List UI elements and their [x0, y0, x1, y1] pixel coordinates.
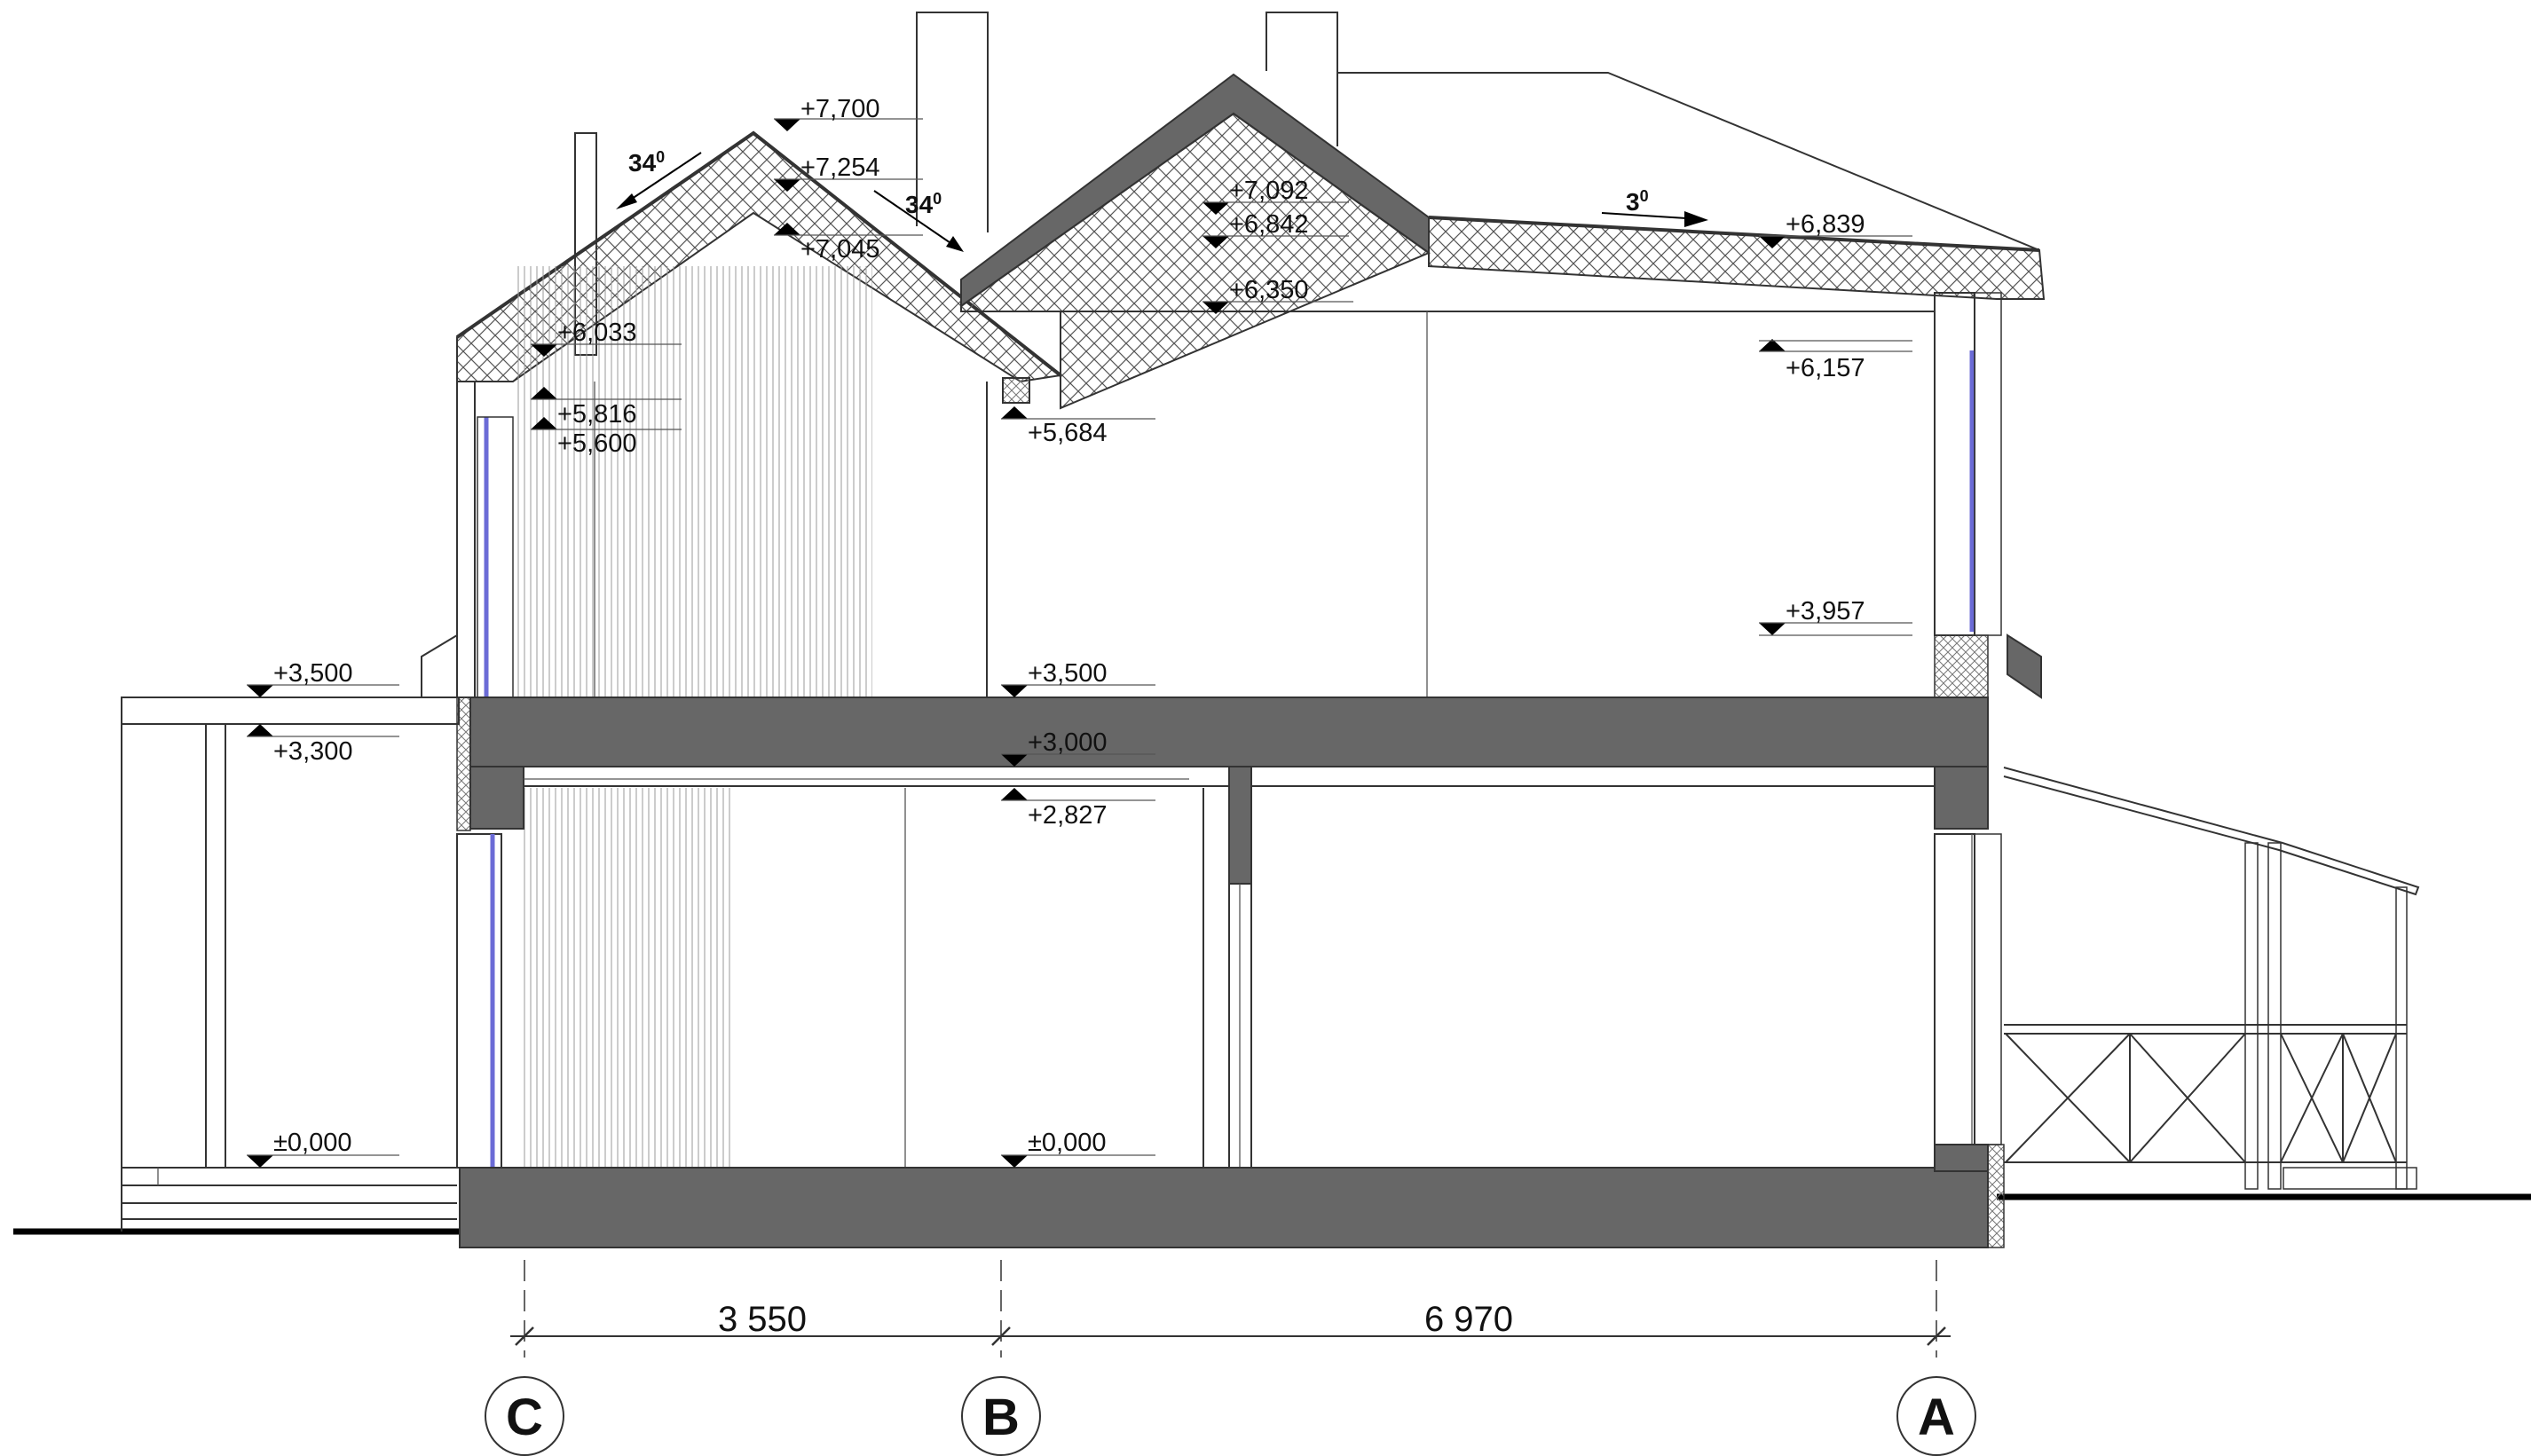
slope-left: 340	[616, 148, 702, 209]
level-label: +3,000	[1028, 728, 1108, 757]
right-terrace	[2003, 767, 2420, 1190]
floor-slab-upper	[456, 697, 1989, 885]
level-marker-5816: +5,816	[531, 387, 682, 429]
level-label: +5,684	[1028, 419, 1108, 447]
dimension-b-a: 6 970	[1424, 1300, 1513, 1339]
level-label: +5,816	[557, 400, 637, 429]
level-marker-6842: +6,842	[1202, 210, 1349, 248]
level-marker-5684: +5,684	[1001, 406, 1155, 447]
axis-b: B	[961, 1376, 1041, 1456]
level-marker-7254: +7,254	[774, 153, 923, 192]
level-label: +6,350	[1229, 276, 1309, 304]
level-label: +3,957	[1786, 597, 1865, 626]
level-marker-0000-left: ±0,000	[247, 1129, 399, 1168]
stair-paneling-lower	[524, 788, 732, 1168]
level-label: +7,045	[800, 235, 880, 264]
level-label: +3,300	[273, 737, 353, 766]
level-label: +7,254	[800, 153, 880, 182]
slope-left-value: 340	[628, 148, 665, 177]
level-label: +6,033	[557, 319, 637, 347]
slope-right: 340	[873, 190, 964, 252]
level-marker-0000-center: ±0,000	[1001, 1129, 1155, 1168]
axis-a-label: A	[1918, 1389, 1955, 1446]
background-roof-outline	[1337, 72, 2040, 251]
level-label: +3,500	[273, 659, 353, 688]
dimension-line: 3 550 6 970	[510, 1260, 1951, 1358]
low-slope-roof	[1428, 216, 2046, 300]
axis-c-label: C	[506, 1389, 543, 1446]
level-marker-6350: +6,350	[1202, 276, 1353, 314]
level-label: +7,092	[1229, 177, 1309, 205]
level-markers: +7,700 +7,254 +7,045 +7,092 +6,842 +6,83…	[247, 95, 1912, 1168]
level-marker-3000: +3,000	[1001, 728, 1155, 767]
level-label: +3,500	[1028, 659, 1108, 688]
axis-c: C	[485, 1376, 564, 1456]
foundation-slab	[459, 1144, 2005, 1248]
level-label: +6,842	[1229, 210, 1309, 239]
dimension-c-b: 3 550	[718, 1300, 807, 1339]
slope-right-value: 340	[905, 190, 942, 218]
level-marker-7045: +7,045	[774, 223, 923, 264]
level-marker-3500-center: +3,500	[1001, 659, 1155, 697]
level-marker-2827: +2,827	[1001, 788, 1155, 830]
level-marker-3300: +3,300	[247, 724, 399, 766]
level-marker-7092: +7,092	[1202, 177, 1349, 215]
level-label: ±0,000	[273, 1129, 352, 1157]
level-marker-3957: +3,957	[1759, 597, 1912, 636]
stair-paneling-upper	[513, 266, 872, 697]
level-marker-6033: +6,033	[531, 319, 682, 357]
level-marker-3500-left: +3,500	[247, 659, 399, 697]
level-marker-6839: +6,839	[1759, 210, 1912, 248]
level-label: +2,827	[1028, 801, 1108, 830]
left-porch	[121, 697, 460, 1232]
axis-bubbles: C B A	[485, 1376, 1976, 1456]
slope-low-value: 30	[1626, 187, 1649, 216]
axis-b-label: B	[982, 1389, 1020, 1446]
level-label: +6,839	[1786, 210, 1865, 239]
level-marker-5600: +5,600	[531, 417, 682, 458]
level-marker-7700: +7,700	[774, 95, 923, 131]
level-label: +5,600	[557, 429, 637, 458]
slope-low: 30	[1601, 187, 1708, 227]
level-marker-6157: +6,157	[1759, 339, 1912, 382]
level-label: +7,700	[800, 95, 880, 123]
axis-a: A	[1896, 1376, 1976, 1456]
slope-annotations: 340 340 30	[616, 148, 1708, 252]
ground-lines	[13, 1193, 2531, 1235]
level-label: ±0,000	[1028, 1129, 1107, 1157]
level-label: +6,157	[1786, 354, 1865, 382]
